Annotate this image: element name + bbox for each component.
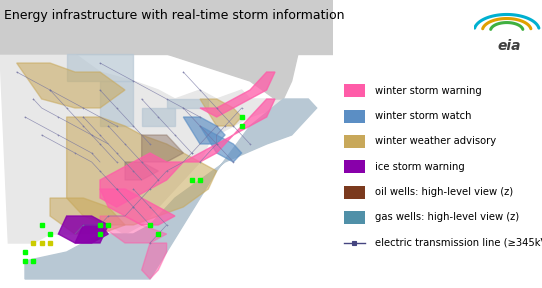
Text: electric transmission line (≥345kV): electric transmission line (≥345kV): [375, 238, 542, 248]
Polygon shape: [141, 108, 175, 126]
Polygon shape: [100, 189, 175, 225]
Polygon shape: [200, 72, 275, 117]
Polygon shape: [100, 99, 275, 207]
Text: eia: eia: [498, 39, 521, 53]
Polygon shape: [50, 198, 125, 234]
Polygon shape: [166, 99, 208, 108]
Polygon shape: [100, 216, 166, 243]
Polygon shape: [141, 243, 166, 279]
Polygon shape: [100, 81, 133, 126]
Polygon shape: [141, 135, 183, 162]
Polygon shape: [200, 126, 242, 162]
Polygon shape: [67, 54, 133, 81]
Text: gas wells: high-level view (z): gas wells: high-level view (z): [375, 213, 519, 222]
Polygon shape: [17, 63, 125, 108]
Polygon shape: [0, 54, 283, 243]
Text: Energy infrastructure with real-time storm information: Energy infrastructure with real-time sto…: [4, 9, 345, 22]
Polygon shape: [0, 0, 333, 54]
Bar: [344, 109, 365, 122]
Polygon shape: [200, 99, 242, 126]
Text: winter weather advisory: winter weather advisory: [375, 137, 496, 146]
Bar: [344, 211, 365, 224]
Bar: [344, 84, 365, 97]
Polygon shape: [67, 117, 217, 225]
Bar: [344, 185, 365, 199]
Text: ice storm warning: ice storm warning: [375, 162, 465, 172]
Polygon shape: [0, 0, 300, 99]
Polygon shape: [183, 117, 225, 144]
Text: winter storm watch: winter storm watch: [375, 111, 472, 121]
Polygon shape: [75, 225, 108, 243]
Text: oil wells: high-level view (z): oil wells: high-level view (z): [375, 187, 513, 197]
Bar: [344, 160, 365, 173]
Polygon shape: [25, 99, 317, 279]
Polygon shape: [59, 216, 108, 243]
Polygon shape: [125, 162, 158, 180]
Bar: [344, 135, 365, 148]
Text: winter storm warning: winter storm warning: [375, 86, 482, 96]
